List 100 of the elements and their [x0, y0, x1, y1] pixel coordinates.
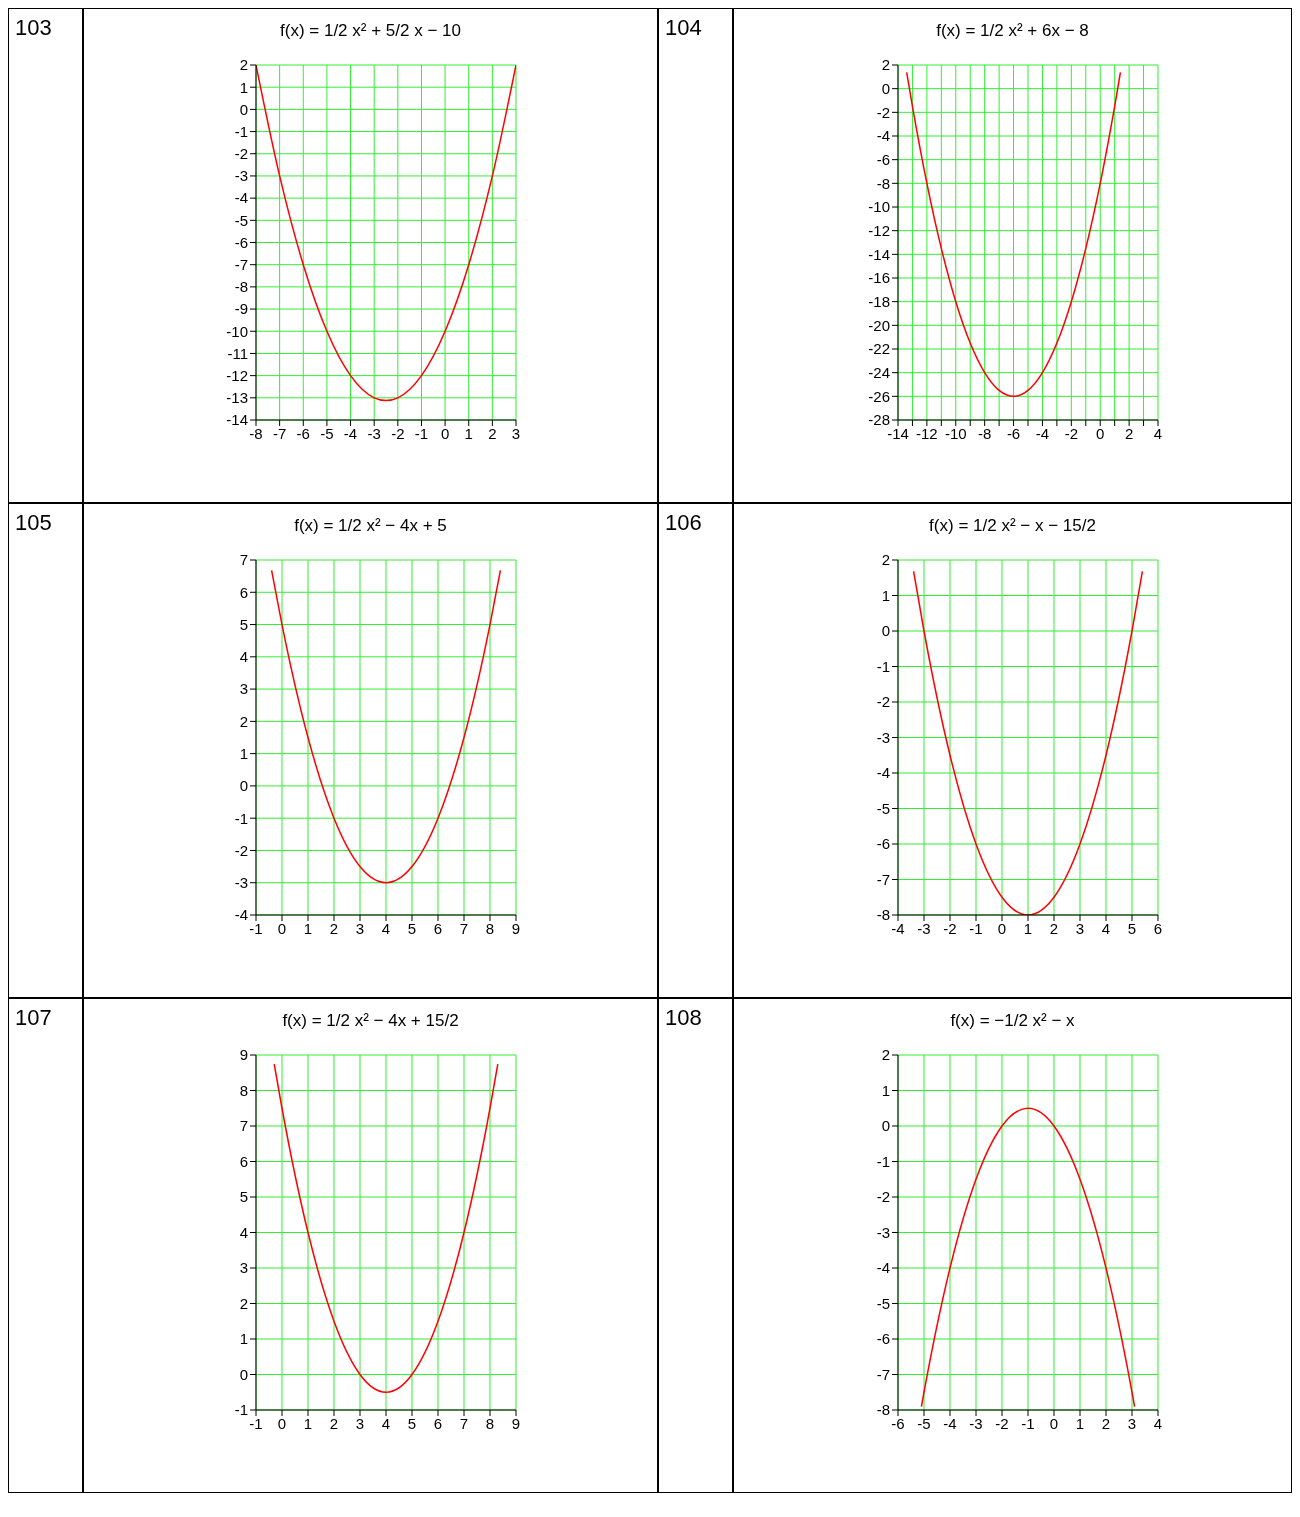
y-tick-label: -6: [876, 1330, 890, 1348]
y-tick-label: 7: [239, 551, 248, 569]
x-tick-label: 4: [381, 1414, 390, 1432]
y-tick-label: -12: [867, 221, 890, 239]
x-tick-label: 5: [407, 919, 416, 937]
x-tick-label: -6: [1006, 424, 1020, 442]
y-tick-label: -4: [234, 906, 248, 924]
text: 106: [665, 510, 703, 536]
y-tick-label: -6: [876, 835, 890, 853]
x-tick-label: -1: [968, 919, 983, 937]
x-tick-label: 3: [355, 919, 364, 937]
y-tick-label: -3: [876, 728, 890, 746]
x-tick-label: -3: [367, 424, 381, 442]
y-tick-label: -5: [876, 799, 890, 817]
y-tick-label: -4: [876, 764, 890, 782]
y-tick-label: 3: [239, 680, 248, 698]
x-tick-label: 5: [1127, 919, 1136, 937]
x-tick-label: 3: [355, 1414, 364, 1432]
x-tick-label: -2: [390, 424, 404, 442]
y-tick-label: -1: [876, 1152, 890, 1170]
y-tick-label: 0: [239, 100, 248, 118]
y-tick-label: -6: [876, 150, 890, 168]
x-tick-label: 1: [1075, 1414, 1084, 1432]
y-tick-label: -4: [876, 1259, 890, 1277]
text: 104: [665, 15, 703, 41]
y-tick-label: -16: [867, 269, 890, 287]
x-tick-label: -8: [977, 424, 991, 442]
chart-title: f(x) = 1/2 x² − x − 15/2: [929, 516, 1096, 536]
x-tick-label: 9: [511, 1414, 520, 1432]
x-tick-label: -2: [1064, 424, 1078, 442]
y-tick-label: -9: [234, 300, 248, 318]
y-tick-label: -28: [867, 411, 890, 429]
y-tick-label: 0: [881, 79, 890, 97]
text: 105: [15, 510, 53, 536]
x-tick-label: -4: [343, 424, 357, 442]
y-tick-label: -14: [867, 245, 890, 263]
x-tick-label: 4: [1153, 424, 1162, 442]
y-tick-label: -8: [876, 174, 890, 192]
y-tick-label: -18: [867, 292, 890, 310]
y-tick-label: -8: [876, 1401, 890, 1419]
y-tick-label: 2: [239, 712, 248, 730]
y-tick-label: -13: [225, 389, 248, 407]
line-series: [905, 71, 1121, 398]
y-tick-label: -5: [234, 211, 248, 229]
x-tick-label: -1: [1020, 1414, 1035, 1432]
y-tick-label: -20: [867, 316, 890, 334]
y-tick-label: -3: [876, 1223, 890, 1241]
y-tick-label: -4: [876, 127, 890, 145]
y-tick-label: -24: [867, 363, 890, 381]
x-tick-label: -12: [915, 424, 938, 442]
x-tick-label: 7: [459, 919, 468, 937]
x-tick-label: -1: [414, 424, 428, 442]
x-tick-label: -4: [942, 1414, 957, 1432]
x-tick-label: 6: [1153, 919, 1162, 937]
y-tick-label: -8: [234, 278, 248, 296]
x-tick-label: -2: [942, 919, 957, 937]
y-tick-label: 0: [881, 622, 890, 640]
x-tick-label: 2: [487, 424, 497, 442]
y-tick-label: 1: [239, 744, 248, 762]
x-tick-label: 5: [407, 1414, 416, 1432]
x-tick-label: 6: [433, 1414, 442, 1432]
y-tick-label: -10: [867, 198, 890, 216]
y-tick-label: 2: [239, 1294, 248, 1312]
y-tick-label: -3: [234, 874, 248, 892]
text: 107: [15, 1005, 53, 1031]
y-tick-label: 0: [881, 1117, 890, 1135]
y-tick-label: -10: [225, 322, 248, 340]
line-series: [270, 569, 501, 884]
y-tick-label: -2: [876, 693, 890, 711]
y-tick-label: 6: [239, 583, 248, 601]
y-tick-label: -2: [234, 841, 248, 859]
y-tick-label: 2: [881, 1046, 890, 1064]
line-series: [920, 1107, 1135, 1408]
y-tick-label: 4: [239, 1223, 248, 1241]
x-tick-label: 2: [1101, 1414, 1110, 1432]
y-tick-label: 1: [239, 78, 248, 96]
x-tick-label: 6: [433, 919, 442, 937]
y-tick-label: 9: [239, 1046, 248, 1064]
chart-title: f(x) = 1/2 x² − 4x + 15/2: [282, 1011, 459, 1031]
y-tick-label: 5: [239, 1188, 248, 1206]
x-tick-label: 0: [277, 919, 286, 937]
y-tick-label: 4: [239, 648, 248, 666]
x-tick-label: 2: [1124, 424, 1133, 442]
y-tick-label: 2: [239, 56, 248, 74]
text: 103: [15, 15, 53, 41]
x-tick-label: 0: [997, 919, 1006, 937]
x-tick-label: 1: [303, 919, 312, 937]
y-tick-label: -6: [234, 233, 248, 251]
x-tick-label: 1: [303, 1414, 312, 1432]
y-tick-label: 7: [239, 1117, 248, 1135]
x-tick-label: 3: [1127, 1414, 1136, 1432]
x-tick-label: 8: [485, 1414, 494, 1432]
x-tick-label: 8: [485, 919, 494, 937]
y-tick-label: -7: [876, 1365, 890, 1383]
y-tick-label: -12: [225, 366, 248, 384]
x-tick-label: 4: [1101, 919, 1110, 937]
y-tick-label: -1: [876, 657, 890, 675]
y-tick-label: 1: [881, 1081, 890, 1099]
y-tick-label: -22: [867, 340, 890, 358]
x-tick-label: 0: [277, 1414, 286, 1432]
